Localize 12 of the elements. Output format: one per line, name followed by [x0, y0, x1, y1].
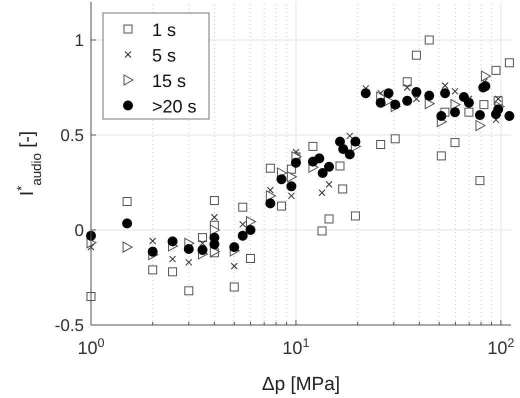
x-tick-label: 10$^{0}$: [77, 336, 105, 358]
y-tick-label: -0.5: [54, 316, 84, 335]
y-tick-label: 0.5: [60, 126, 84, 145]
legend-label: 5 s: [152, 46, 176, 66]
x-axis-title: Δp [MPa]: [262, 374, 340, 395]
x-tick-label: 10$^{2}$: [487, 336, 514, 358]
y-tick-label: 0: [74, 221, 84, 240]
y-tick-label: 1: [74, 31, 84, 50]
legend-label: 15 s: [152, 71, 186, 91]
legend-label: >20 s: [152, 96, 197, 116]
legend-label: 1 s: [152, 20, 176, 40]
x-tick-label: 10$^{1}$: [282, 336, 310, 358]
